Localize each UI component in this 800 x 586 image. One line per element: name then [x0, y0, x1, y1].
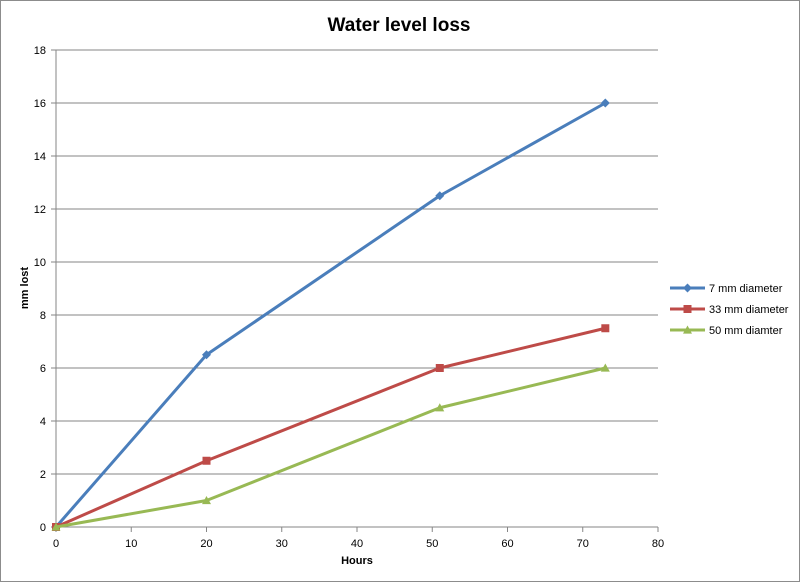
y-tick-label: 4	[40, 416, 46, 428]
legend-label: 33 mm diameter	[709, 304, 789, 316]
legend-item: 33 mm diameter	[670, 304, 789, 316]
legend-marker	[683, 305, 692, 313]
x-tick-label: 60	[501, 538, 513, 550]
x-axis-title: Hours	[341, 555, 373, 567]
y-tick-label: 8	[40, 310, 46, 322]
chart-title: Water level loss	[328, 15, 471, 36]
y-tick-label: 16	[34, 98, 46, 110]
series-2	[52, 324, 610, 531]
data-point	[435, 364, 444, 372]
series-line	[54, 326, 607, 529]
gridlines	[56, 49, 658, 475]
data-point	[601, 324, 610, 333]
axes	[51, 49, 659, 532]
x-tick-label: 70	[577, 538, 589, 550]
legend-marker	[683, 325, 692, 334]
x-tick-label: 80	[652, 538, 664, 550]
tick-labels: 0 2 4 6 8 10 12 14 16 18 0 10 20 30 40 50 60 70 80	[34, 45, 664, 550]
data-point	[202, 456, 211, 465]
y-tick-label: 18	[34, 45, 46, 57]
data-point	[600, 363, 610, 372]
data-point	[202, 496, 211, 505]
data-point	[202, 350, 211, 360]
series-3	[51, 363, 610, 531]
data-point	[435, 403, 445, 412]
legend-item: 50 mm diamter	[670, 325, 783, 337]
data-point	[435, 191, 445, 201]
y-tick-label: 0	[40, 522, 46, 534]
y-tick-label: 14	[34, 151, 46, 163]
legend-label: 50 mm diamter	[709, 325, 783, 337]
y-tick-label: 2	[40, 469, 46, 481]
y-axis-title: mm lost	[19, 267, 31, 310]
y-tick-label: 12	[34, 204, 46, 216]
legend-label: 7 mm diameter	[709, 283, 783, 295]
series-line	[54, 366, 607, 529]
data-point	[51, 522, 61, 531]
x-tick-label: 30	[276, 538, 288, 550]
x-tick-label: 50	[426, 538, 438, 550]
legend: 7 mm diameter 33 mm diameter 50 mm diamter	[670, 283, 789, 337]
x-tick-label: 10	[125, 538, 137, 550]
series-line	[54, 101, 607, 529]
legend-marker	[683, 283, 692, 293]
y-tick-label: 6	[40, 363, 46, 375]
y-tick-label: 10	[34, 257, 46, 269]
x-tick-label: 0	[53, 538, 59, 550]
data-point	[600, 98, 610, 108]
series-lines	[51, 98, 610, 532]
x-tick-label: 40	[351, 538, 363, 550]
legend-item: 7 mm diameter	[670, 283, 783, 295]
x-tick-label: 20	[200, 538, 212, 550]
